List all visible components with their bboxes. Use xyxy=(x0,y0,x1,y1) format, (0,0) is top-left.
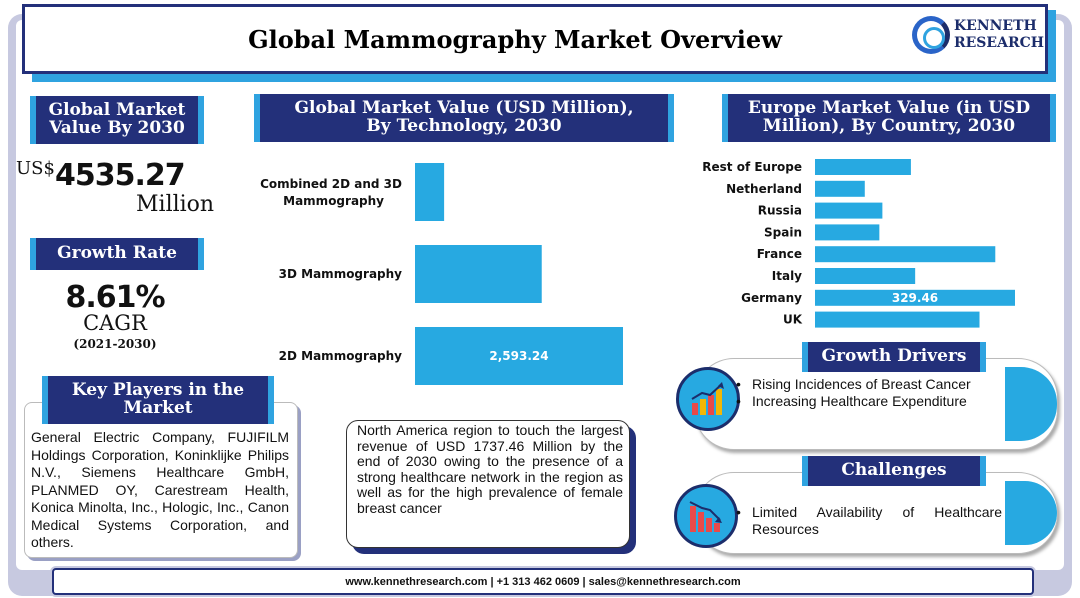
technology-category-label-line: Mammography xyxy=(283,194,384,208)
europe-bar xyxy=(815,289,1015,306)
challenge-item: Limited Availability of Healthcare Resou… xyxy=(730,504,1002,538)
growth-period: (2021-2030) xyxy=(73,337,157,351)
europe-bar xyxy=(815,180,865,197)
currency-label: US$ xyxy=(16,158,55,179)
growth-driver-item: Rising Incidences of Breast Cancer xyxy=(730,376,1002,393)
europe-chart-title-line1: Europe Market Value (in USD xyxy=(747,98,1031,119)
technology-bar xyxy=(415,163,445,221)
growth-value: 8.61% xyxy=(65,280,165,315)
north-america-note: North America region to touch the larges… xyxy=(346,420,630,548)
europe-bar xyxy=(815,202,883,219)
logo-line2: RESEARCH xyxy=(954,35,1044,51)
market-value-heading-line1: Global Market xyxy=(48,100,186,121)
cagr-label: CAGR xyxy=(83,311,147,335)
europe-bar xyxy=(815,224,880,241)
growth-drivers-heading: Growth Drivers xyxy=(802,342,986,372)
footer-contact-text: www.kennethresearch.com | +1 313 462 060… xyxy=(345,575,741,588)
growth-drivers-cap xyxy=(1005,367,1057,441)
europe-bar-chart: Rest of Europe Netherland Russia Spain Franc… xyxy=(702,159,1015,328)
key-players-heading-line1: Key Players in the xyxy=(71,380,245,401)
europe-country-label: Italy xyxy=(772,269,802,283)
technology-chart-title-line2: By Technology, 2030 xyxy=(366,116,562,136)
europe-bar xyxy=(815,311,980,328)
technology-bar xyxy=(415,245,542,303)
logo-text: KENNETH RESEARCH xyxy=(954,18,1044,52)
technology-category-label: 3D Mammography xyxy=(279,267,403,281)
europe-country-label: Rest of Europe xyxy=(702,160,802,174)
footer-contact: www.kennethresearch.com | +1 313 462 060… xyxy=(52,568,1034,595)
key-players-text: General Electric Company, FUJIFILM Holdi… xyxy=(31,429,289,550)
europe-country-label: France xyxy=(757,247,802,261)
europe-bar xyxy=(815,246,996,263)
europe-bar xyxy=(815,268,916,284)
title-banner: Global Mammography Market Overview xyxy=(22,4,1048,74)
europe-data-label: 329.46 xyxy=(892,291,938,305)
europe-bar xyxy=(815,159,911,175)
technology-category-label-line: 3D Mammography xyxy=(279,267,403,281)
growth-drivers-list: Rising Incidences of Breast Cancer Incre… xyxy=(730,376,1002,410)
technology-category-label: 2D Mammography xyxy=(279,349,403,363)
rising-bar-chart-icon-graphic xyxy=(691,382,724,415)
technology-chart-title: Global Market Value (USD Million), By Te… xyxy=(254,94,674,142)
challenges-cap xyxy=(1005,481,1057,545)
market-value-block: US$4535.27 Million xyxy=(16,158,216,217)
market-value-heading: Global Market Value By 2030 xyxy=(30,96,204,144)
technology-chart-title-line1: Global Market Value (USD Million), xyxy=(294,98,634,119)
technology-data-label: 2,593.24 xyxy=(489,349,548,363)
market-value-unit: Million xyxy=(136,192,215,217)
page-title: Global Mammography Market Overview xyxy=(248,24,782,54)
growth-driver-item: Increasing Healthcare Expenditure xyxy=(730,393,1002,410)
europe-country-label: Germany xyxy=(741,291,802,305)
north-america-note-text: North America region to touch the larges… xyxy=(357,422,623,516)
falling-bar-chart-icon xyxy=(674,484,738,548)
growth-block: 8.61% CAGR (2021-2030) xyxy=(30,280,200,351)
europe-country-label: Spain xyxy=(764,225,802,239)
europe-country-label: UK xyxy=(783,313,803,327)
kenneth-research-logo: KENNETH RESEARCH xyxy=(912,16,1044,54)
challenges-heading: Challenges xyxy=(802,456,986,486)
falling-bar-chart-icon-graphic xyxy=(689,501,722,532)
challenges-list: Limited Availability of Healthcare Resou… xyxy=(730,504,1002,538)
market-value-heading-line2: Value By 2030 xyxy=(49,118,185,138)
technology-category-label: Combined 2D and 3D Mammography xyxy=(260,177,402,208)
europe-country-label: Russia xyxy=(758,204,802,218)
key-players-heading: Key Players in the Market xyxy=(42,376,274,424)
europe-country-label: Netherland xyxy=(726,182,802,196)
technology-category-label-line: Combined 2D and 3D xyxy=(260,177,402,191)
europe-chart-title: Europe Market Value (in USD Million), By… xyxy=(722,94,1056,142)
technology-bar-chart: Combined 2D and 3D Mammography 3D Mammogra… xyxy=(260,163,623,385)
technology-bar xyxy=(415,327,623,385)
key-players-box: General Electric Company, FUJIFILM Holdi… xyxy=(24,402,298,558)
europe-chart-title-line2: Million), By Country, 2030 xyxy=(762,116,1016,136)
logo-line1: KENNETH xyxy=(954,18,1037,34)
market-value-number: 4535.27 xyxy=(54,158,186,193)
logo-icon xyxy=(912,16,950,54)
growth-rate-heading: Growth Rate xyxy=(30,238,204,270)
key-players-heading-line2: Market xyxy=(123,398,193,418)
technology-category-label-line: 2D Mammography xyxy=(279,349,403,363)
